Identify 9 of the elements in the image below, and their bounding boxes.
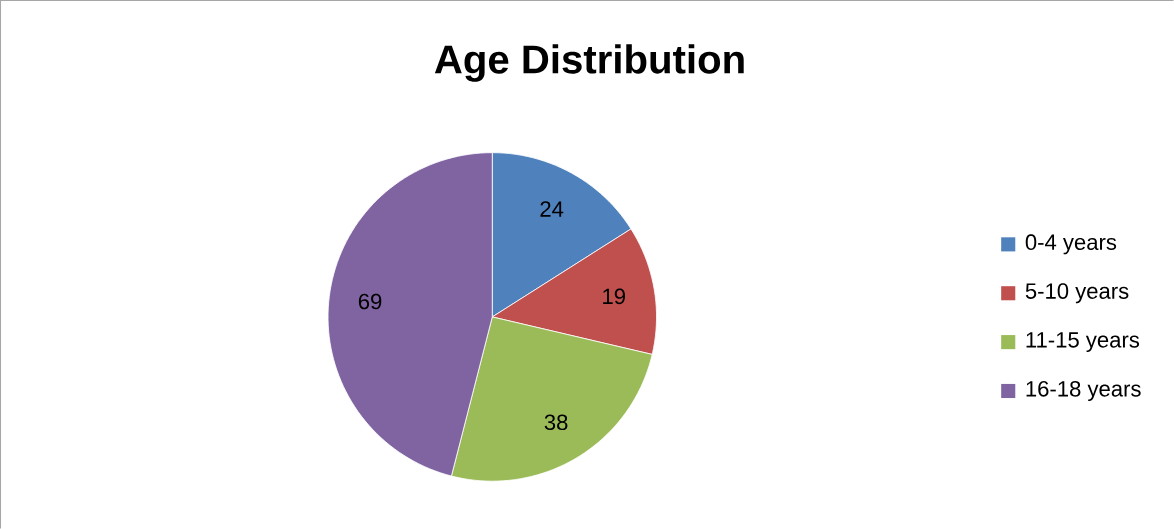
legend-label: 0-4 years [1025,234,1117,255]
data-label: 38 [544,414,568,431]
data-label: 24 [540,201,564,217]
chart-title: Age Distribution [434,44,744,82]
data-label: 69 [358,293,382,310]
legend-label: 16-18 years [1026,380,1141,401]
data-label: 19 [603,288,625,305]
legend-label: 11-15 years [1026,332,1140,352]
legend-label: 5-10 years [1025,283,1129,304]
